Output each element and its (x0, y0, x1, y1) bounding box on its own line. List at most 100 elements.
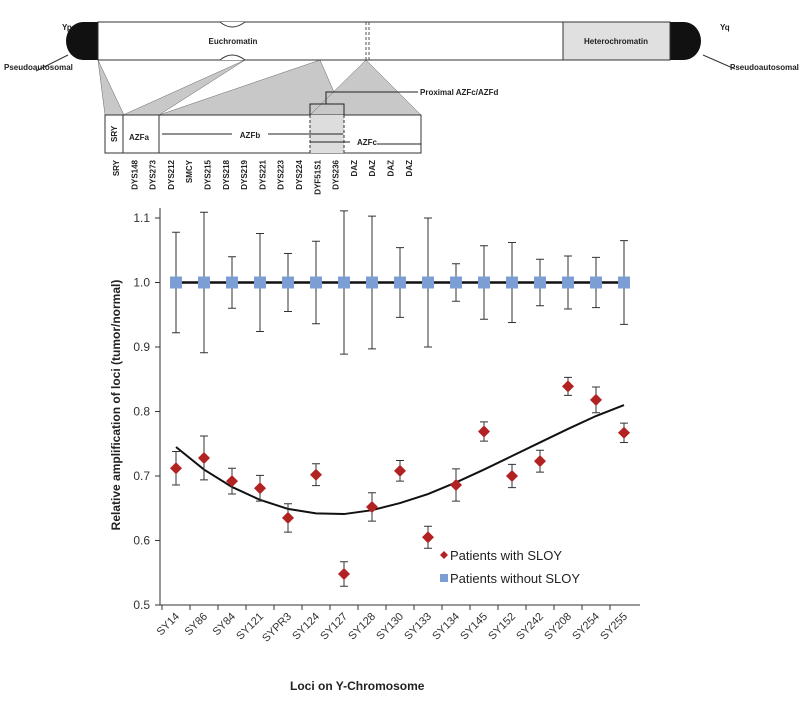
point-no-sloy (198, 276, 210, 289)
y-axis-title: Relative amplification of loci (tumor/no… (109, 280, 123, 531)
heterochromatin-label: Heterochromatin (584, 37, 648, 46)
y-tick-label: 1.1 (133, 211, 150, 225)
legend-label-no-sloy: Patients without SLOY (450, 571, 580, 586)
point-sloy (282, 511, 294, 524)
arm-q-label: Yq (720, 23, 730, 32)
marker-label: SMCY (185, 159, 194, 183)
x-tick-label: SY127 (318, 611, 350, 643)
pseudoautosomal-p-cap (66, 22, 98, 60)
point-sloy (618, 426, 630, 439)
expanded-region-box (104, 114, 422, 154)
marker-label: DYS221 (258, 159, 267, 189)
x-tick-label: SY255 (598, 611, 630, 643)
chart: 0.50.60.70.80.91.01.1 SY14 SY86 SY84SY121S… (109, 208, 640, 693)
point-sloy (338, 568, 350, 581)
point-no-sloy (450, 276, 462, 289)
zoom-wedge-sry (97, 59, 125, 116)
point-no-sloy (282, 276, 294, 289)
point-sloy (562, 380, 574, 393)
heterochromatin-region (562, 21, 671, 61)
point-sloy (198, 451, 210, 464)
region-sry: SRY (110, 125, 119, 142)
point-no-sloy (422, 276, 434, 289)
marker-label: DYS212 (167, 159, 176, 189)
point-no-sloy (506, 276, 518, 289)
y-tick-label: 0.7 (133, 469, 150, 483)
x-tick-label: SY124 (290, 611, 322, 643)
euchromatin-region (97, 21, 564, 61)
marker-label: DYS218 (222, 159, 231, 189)
marker-label: DAZ (350, 160, 359, 177)
marker-label: DYS215 (204, 159, 213, 189)
marker-label: DYS219 (240, 159, 249, 189)
marker-label: DYS148 (130, 159, 139, 189)
x-tick-label: SYPR3 (260, 611, 294, 645)
point-no-sloy (394, 276, 406, 289)
marker-label: DYS273 (149, 159, 158, 189)
pseudoautosomal-q-cap (670, 22, 701, 60)
point-no-sloy (562, 276, 574, 289)
point-sloy (310, 468, 322, 481)
point-sloy (534, 455, 546, 468)
y-tick-label: 0.6 (133, 534, 150, 548)
point-no-sloy (590, 276, 602, 289)
marker-label: DYS236 (332, 159, 341, 189)
arm-p-label: Yp (62, 23, 72, 32)
x-tick-label: SY128 (346, 611, 378, 643)
marker-label: DYS223 (277, 159, 286, 189)
marker-label: DAZ (405, 160, 414, 177)
region-azfb: AZFb (240, 131, 261, 140)
legend-marker-no-sloy (440, 574, 448, 582)
x-tick-label: SY152 (486, 611, 518, 643)
point-sloy (422, 531, 434, 544)
legend: Patients with SLOY Patients without SLOY (440, 548, 580, 586)
point-sloy (254, 482, 266, 495)
point-no-sloy (254, 276, 266, 289)
x-tick-label: SY208 (542, 611, 574, 643)
x-tick-label: SY134 (430, 611, 462, 643)
y-tick-label: 1.0 (133, 276, 150, 290)
marker-label: DYS224 (295, 159, 304, 189)
point-no-sloy (310, 276, 322, 289)
pseudoautosomal-right-label: Pseudoautosomal (730, 63, 799, 72)
y-tick-label: 0.9 (133, 340, 150, 354)
x-tick-label: SY86 (183, 611, 211, 639)
point-sloy (590, 393, 602, 406)
marker-label: SRY (112, 159, 121, 176)
legend-label-sloy: Patients with SLOY (450, 548, 562, 563)
x-axis-title: Loci on Y-Chromosome (290, 679, 425, 693)
point-no-sloy (338, 276, 350, 289)
marker-label: DAZ (387, 160, 396, 177)
point-no-sloy (618, 276, 630, 289)
x-tick-label: SY14 (155, 611, 183, 639)
point-sloy (366, 500, 378, 513)
point-sloy (506, 470, 518, 482)
trend-line (175, 404, 625, 516)
point-sloy (226, 475, 238, 488)
point-no-sloy (478, 276, 490, 289)
point-sloy (394, 464, 406, 477)
proximal-azfc-label: Proximal AZFc/AZFd (420, 88, 498, 97)
centromere (219, 21, 246, 61)
x-tick-label: SY242 (514, 611, 546, 643)
pseudoautosomal-left-label: Pseudoautosomal (4, 63, 73, 72)
y-tick-label: 0.8 (133, 405, 150, 419)
point-sloy (450, 479, 462, 492)
euchromatin-label: Euchromatin (209, 37, 258, 46)
chromosome-diagram: Yp Yq Pseudoautosomal Pseudoautosomal Eu… (4, 21, 799, 195)
point-no-sloy (170, 276, 182, 289)
x-tick-label: SY130 (374, 611, 406, 643)
region-azfa: AZFa (129, 133, 150, 142)
point-no-sloy (226, 276, 238, 289)
point-no-sloy (366, 276, 378, 289)
marker-label: DAZ (368, 160, 377, 177)
legend-marker-sloy (440, 551, 448, 559)
marker-label: DYF51S1 (313, 159, 322, 194)
x-tick-label: SY133 (402, 611, 434, 643)
x-tick-label: SY145 (458, 611, 490, 643)
x-tick-label: SY254 (570, 611, 602, 643)
y-tick-label: 0.5 (133, 598, 150, 612)
point-sloy (478, 425, 490, 438)
point-sloy (170, 462, 182, 475)
